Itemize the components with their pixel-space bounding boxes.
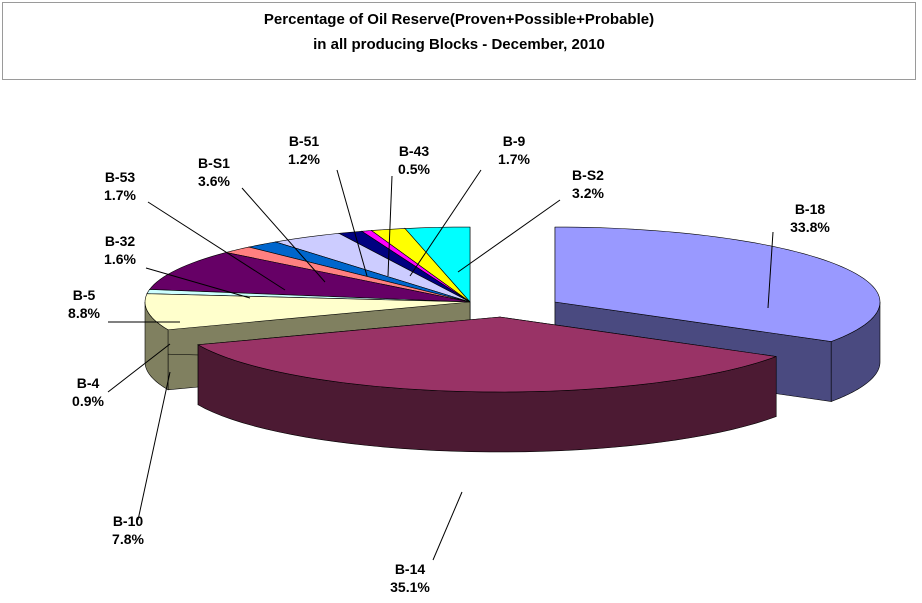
slice-name-label: B-14 <box>395 561 426 577</box>
slice-value-label: 1.6% <box>104 251 136 267</box>
slice-b-53 <box>248 241 471 303</box>
leader-line-b-53 <box>147 201 286 291</box>
slice-name-label: B-4 <box>77 375 100 391</box>
slice-labels: B-18 33.8% B-14 35.1% B-10 7.8% B-4 0.9% B-5 8.8%… <box>68 133 830 595</box>
leader-line-b-51 <box>336 169 368 277</box>
slice-name-label: B-10 <box>113 513 144 529</box>
leader-line-b-4 <box>107 343 171 393</box>
slice-b-18 <box>554 226 881 342</box>
slice-b-4 <box>146 289 471 303</box>
slice-name-label: B-51 <box>289 133 320 149</box>
leader-line-b-14 <box>432 491 463 561</box>
leader-line-b-s1 <box>241 187 326 283</box>
chart-title-line-1: Percentage of Oil Reserve(Proven+Possibl… <box>263 11 655 28</box>
slice-b-5 <box>148 252 471 303</box>
slice-name-label: B-5 <box>73 287 96 303</box>
slice-value-label: 7.8% <box>112 531 144 547</box>
slice-value-label: 33.8% <box>790 219 830 235</box>
leader-line-b-43 <box>387 175 393 277</box>
slice-b-14 <box>197 316 777 393</box>
leader-line-b-18 <box>767 231 774 309</box>
slice-name-label: B-43 <box>399 143 430 159</box>
slice-name-label: B-9 <box>503 133 526 149</box>
slice-name-label: B-S2 <box>572 167 604 183</box>
leader-line-b-32 <box>145 267 251 299</box>
leader-line-b-9 <box>409 169 482 277</box>
slice-b-10 <box>144 293 471 331</box>
slice-value-label: 3.6% <box>198 173 230 189</box>
leader-line-b-s2 <box>457 199 561 273</box>
slice-b-s1 <box>275 233 471 303</box>
slice-name-label: B-32 <box>105 233 136 249</box>
pie-tops <box>144 226 881 393</box>
slice-value-label: 3.2% <box>572 185 604 201</box>
slice-value-label: 1.2% <box>288 151 320 167</box>
slice-value-label: 8.8% <box>68 305 100 321</box>
slice-value-label: 35.1% <box>390 579 430 595</box>
chart-title-box: Percentage of Oil Reserve(Proven+Possibl… <box>2 2 916 80</box>
slice-value-label: 0.9% <box>72 393 104 409</box>
slice-name-label: B-53 <box>105 169 136 185</box>
slice-value-label: 1.7% <box>498 151 530 167</box>
slice-b-9 <box>370 228 471 303</box>
leader-line-b-10 <box>137 371 171 521</box>
slice-name-label: B-S1 <box>198 155 230 171</box>
slice-name-label: B-18 <box>795 201 826 217</box>
slice-value-label: 0.5% <box>398 161 430 177</box>
chart-title-line-2: in all producing Blocks - December, 2010 <box>313 36 605 53</box>
slice-value-label: 1.7% <box>104 187 136 203</box>
slice-b-51 <box>337 230 471 303</box>
slice-b-32 <box>225 246 471 303</box>
